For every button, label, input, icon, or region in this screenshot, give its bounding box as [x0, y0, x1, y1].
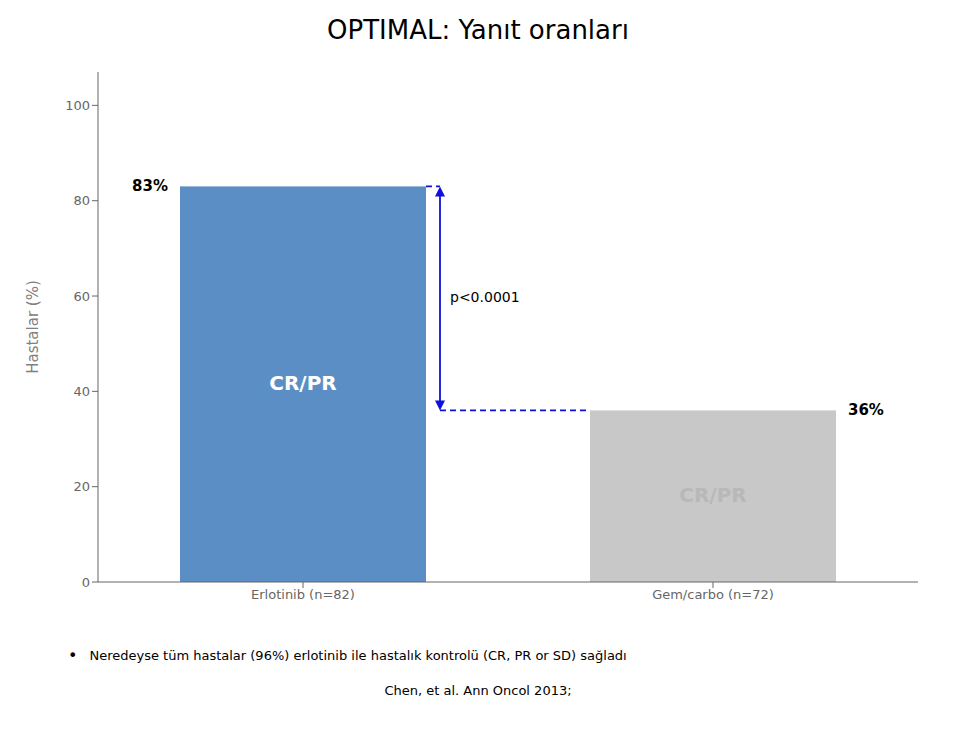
- html-text:OPTIMAL: Yanıt oranları: OPTIMAL: Yanıt oranları: [327, 15, 629, 45]
- html-text:Chen, et al. Ann Oncol 2013;: Chen, et al. Ann Oncol 2013;: [384, 683, 572, 698]
- svg-text:Hastalar (%): Hastalar (%): [24, 280, 42, 374]
- svg-text:80: 80: [73, 193, 90, 208]
- svg-text:100: 100: [65, 98, 90, 113]
- svg-text:CR/PR: CR/PR: [269, 371, 336, 395]
- svg-text:Gem/carbo (n=72): Gem/carbo (n=72): [652, 587, 774, 602]
- svg-text:40: 40: [73, 384, 90, 399]
- svg-text:CR/PR: CR/PR: [679, 483, 746, 507]
- svg-text:0: 0: [82, 575, 90, 590]
- svg-text:Erlotinib (n=82): Erlotinib (n=82): [251, 587, 355, 602]
- svg-text:20: 20: [73, 479, 90, 494]
- svg-text:60: 60: [73, 289, 90, 304]
- svg-text:p<0.0001: p<0.0001: [450, 289, 520, 305]
- svg-text:83%: 83%: [132, 177, 168, 195]
- svg-text:36%: 36%: [848, 401, 884, 419]
- html-text:Neredeyse tüm hastalar (96%) e: Neredeyse tüm hastalar (96%) erlotinib i…: [89, 648, 627, 663]
